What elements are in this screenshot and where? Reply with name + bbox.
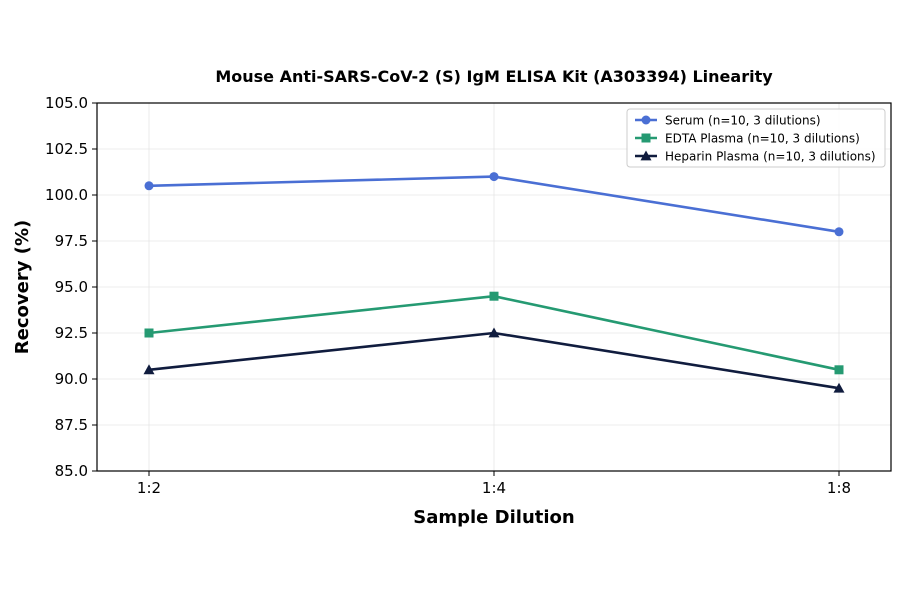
legend: Serum (n=10, 3 dilutions) EDTA Plasma (n=… (626, 108, 886, 168)
y-tick-label: 105.0 (45, 94, 88, 112)
legend-box (626, 108, 886, 168)
y-tick-label: 100.0 (45, 186, 88, 204)
x-axis-label: Sample Dilution (413, 507, 574, 528)
legend-entry: Serum (n=10, 3 dilutions) (635, 114, 821, 128)
data-point (488, 327, 500, 338)
y-tick-label: 92.5 (55, 324, 88, 342)
y-axis-label: Recovery (%) (12, 220, 33, 354)
y-tick-label: 102.5 (45, 140, 88, 158)
y-tick-label: 95.0 (55, 278, 88, 296)
y-tick-label: 87.5 (55, 416, 88, 434)
legend-marker (640, 150, 652, 161)
y-tick-label: 97.5 (55, 232, 88, 250)
legend-entry: Heparin Plasma (n=10, 3 dilutions) (635, 150, 876, 164)
y-tick-label: 90.0 (55, 370, 88, 388)
series-lines (143, 172, 845, 393)
legend-marker (641, 133, 651, 143)
data-point (143, 364, 155, 375)
y-tick-label: 85.0 (55, 462, 88, 480)
data-point (833, 382, 845, 393)
legend-label: Heparin Plasma (n=10, 3 dilutions) (665, 150, 876, 164)
legend-entry: EDTA Plasma (n=10, 3 dilutions) (635, 132, 860, 146)
series-2 (144, 291, 844, 375)
legend-label: Serum (n=10, 3 dilutions) (665, 114, 821, 128)
x-tick-label: 1:4 (482, 479, 506, 497)
series-3 (143, 327, 845, 393)
series-1 (144, 172, 844, 237)
x-tick-label: 1:8 (827, 479, 851, 497)
x-tick-label: 1:2 (137, 479, 161, 497)
data-point (144, 181, 154, 191)
data-point (144, 328, 154, 338)
data-point (834, 365, 844, 375)
legend-marker (641, 115, 651, 125)
data-point (489, 172, 499, 182)
data-point (489, 291, 499, 301)
chart-title: Mouse Anti-SARS-CoV-2 (S) IgM ELISA Kit … (215, 67, 773, 86)
axis-ticks: 85.0 87.5 90.0 92.5 95.0 97.5 100.0 102.5 105.0 1… (45, 94, 851, 497)
data-point (834, 227, 844, 237)
legend-label: EDTA Plasma (n=10, 3 dilutions) (665, 132, 860, 146)
